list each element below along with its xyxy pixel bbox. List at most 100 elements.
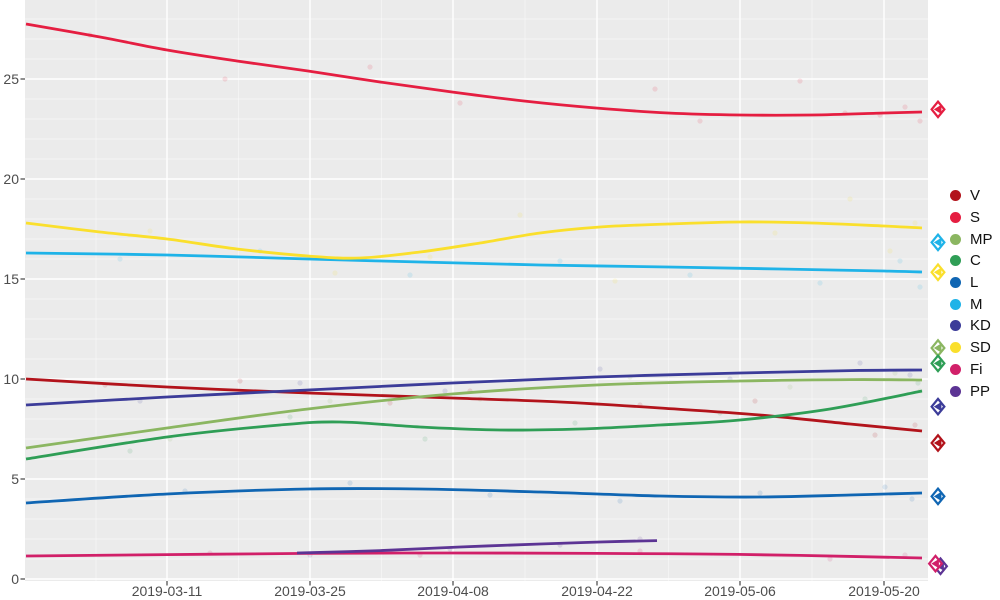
poll-point-M bbox=[817, 280, 823, 286]
poll-point-M bbox=[917, 284, 923, 290]
legend-label: V bbox=[970, 187, 981, 205]
legend-dot-icon bbox=[950, 385, 961, 397]
poll-point-C bbox=[572, 420, 578, 426]
trend-line-PP bbox=[296, 539, 658, 555]
y-tick-label: 10 bbox=[3, 371, 19, 387]
legend-item-MP: MP bbox=[950, 228, 993, 250]
y-tick-label: 15 bbox=[3, 271, 19, 287]
poll-point-S bbox=[797, 78, 803, 84]
poll-point-S bbox=[652, 86, 658, 92]
poll-point-V bbox=[387, 400, 393, 406]
poll-point-MP bbox=[327, 398, 333, 404]
result-diamond-KD bbox=[930, 397, 946, 417]
poll-point-C bbox=[287, 414, 293, 420]
x-tick-label: 2019-03-11 bbox=[131, 583, 203, 599]
poll-point-SD bbox=[912, 220, 918, 226]
poll-point-C bbox=[915, 380, 921, 386]
legend-label: SD bbox=[970, 339, 991, 357]
poll-point-V bbox=[872, 432, 878, 438]
legend-label: C bbox=[970, 252, 981, 270]
poll-point-MP bbox=[892, 370, 898, 376]
poll-point-M bbox=[687, 272, 693, 278]
poll-point-S bbox=[697, 118, 703, 124]
poll-point-KD bbox=[297, 380, 303, 386]
poll-point-V bbox=[912, 422, 918, 428]
trend-line-SD bbox=[25, 220, 923, 260]
poll-point-SD bbox=[887, 248, 893, 254]
legend-dot-icon bbox=[950, 255, 961, 267]
poll-point-L bbox=[882, 484, 888, 490]
poll-point-Fi bbox=[827, 556, 833, 562]
trend-line-MP bbox=[25, 378, 923, 450]
poll-point-S bbox=[367, 64, 373, 70]
poll-point-L bbox=[617, 498, 623, 504]
y-tick-label: 25 bbox=[3, 71, 19, 87]
poll-point-SD bbox=[427, 254, 433, 260]
poll-point-V bbox=[752, 398, 758, 404]
x-tick-label: 2019-04-08 bbox=[417, 583, 489, 599]
legend-item-KD: KD bbox=[950, 315, 993, 337]
legend-dot-icon bbox=[950, 320, 961, 332]
legend-dot-icon bbox=[950, 277, 961, 289]
legend-dot-icon bbox=[950, 342, 961, 354]
plot-panel bbox=[25, 0, 928, 581]
result-diamond-M bbox=[930, 232, 946, 252]
legend-label: MP bbox=[970, 230, 993, 248]
poll-point-S bbox=[222, 76, 228, 82]
poll-point-C bbox=[422, 436, 428, 442]
legend-item-V: V bbox=[950, 185, 993, 207]
legend-label: S bbox=[970, 209, 981, 227]
poll-point-SD bbox=[517, 212, 523, 218]
legend-dot-icon bbox=[950, 212, 961, 224]
trend-line-KD bbox=[25, 368, 923, 407]
legend-label: KD bbox=[970, 317, 991, 335]
x-tick-label: 2019-05-20 bbox=[848, 583, 920, 599]
trend-line-L bbox=[25, 487, 923, 505]
x-tick-label: 2019-04-22 bbox=[561, 583, 633, 599]
poll-point-L bbox=[909, 496, 915, 502]
legend-label: PP bbox=[970, 382, 991, 400]
poll-point-L bbox=[347, 480, 353, 486]
y-tick-label: 20 bbox=[3, 171, 19, 187]
poll-point-V bbox=[237, 378, 243, 384]
poll-point-SD bbox=[612, 278, 618, 284]
legend-item-SD: SD bbox=[950, 337, 993, 359]
legend: V S MP C L M KD SD Fi PP bbox=[950, 185, 993, 402]
trend-line-V bbox=[25, 377, 923, 433]
legend-dot-icon bbox=[950, 298, 961, 310]
result-diamond-V bbox=[930, 433, 946, 453]
poll-point-SD bbox=[147, 228, 153, 234]
result-diamond-SD bbox=[930, 262, 946, 282]
x-tick-label: 2019-05-06 bbox=[704, 583, 776, 599]
legend-dot-icon bbox=[950, 190, 961, 202]
trend-line-Fi bbox=[25, 551, 923, 560]
poll-point-C bbox=[127, 448, 133, 454]
poll-point-KD bbox=[597, 366, 603, 372]
y-tick-label: 0 bbox=[11, 571, 19, 587]
trend-line-C bbox=[25, 389, 923, 461]
trend-line-S bbox=[25, 22, 923, 117]
poll-point-S bbox=[457, 100, 463, 106]
legend-item-C: C bbox=[950, 250, 993, 272]
poll-point-M bbox=[117, 256, 123, 262]
result-diamond-C bbox=[930, 353, 946, 373]
poll-point-KD bbox=[907, 372, 913, 378]
legend-dot-icon bbox=[950, 363, 961, 375]
poll-point-M bbox=[557, 258, 563, 264]
poll-point-SD bbox=[772, 230, 778, 236]
legend-item-M: M bbox=[950, 293, 993, 315]
poll-point-SD bbox=[332, 270, 338, 276]
poll-point-L bbox=[487, 492, 493, 498]
legend-item-Fi: Fi bbox=[950, 359, 993, 381]
result-diamond-L bbox=[930, 486, 946, 506]
poll-point-S bbox=[917, 118, 923, 124]
legend-item-PP: PP bbox=[950, 380, 993, 402]
poll-point-KD bbox=[857, 360, 863, 366]
poll-point-KD bbox=[442, 388, 448, 394]
legend-item-L: L bbox=[950, 272, 993, 294]
legend-label: L bbox=[970, 274, 979, 292]
poll-point-S bbox=[902, 104, 908, 110]
trend-line-M bbox=[25, 251, 923, 274]
